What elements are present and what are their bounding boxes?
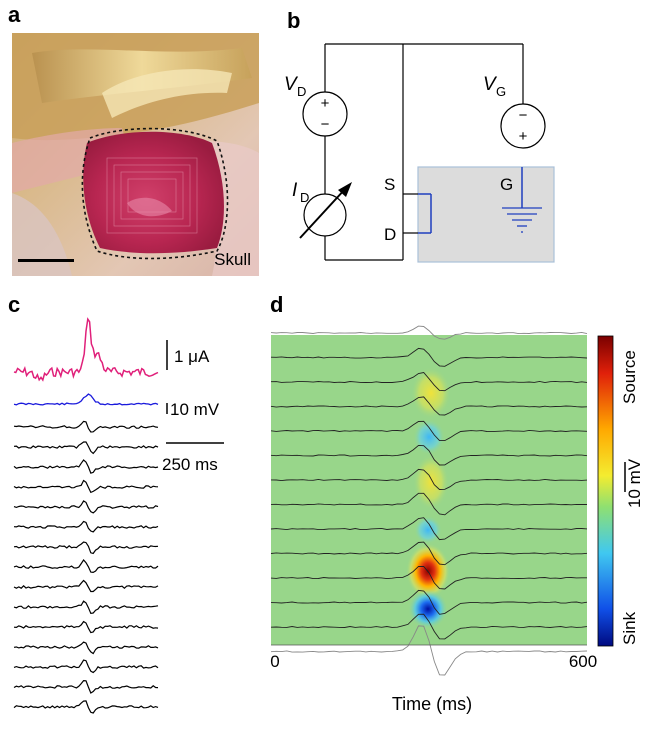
- vg-subscript: G: [496, 84, 506, 99]
- variable-arrow: [299, 187, 347, 239]
- channel-trace: [13, 559, 159, 574]
- device-box: [417, 166, 555, 263]
- heatmap-trace: [270, 565, 587, 590]
- channel-trace: [13, 500, 159, 514]
- heatmap: 0 600 Time (ms) Source Sink 10 mV: [270, 325, 644, 714]
- implant-photo: Skull: [12, 33, 259, 276]
- panel-label-d: d: [270, 292, 284, 317]
- heatmap-trace: [270, 347, 588, 367]
- channel-trace: [13, 420, 159, 433]
- skull-label: Skull: [214, 250, 251, 269]
- time-scale-label: 250 ms: [162, 455, 218, 474]
- sink-region-middle: [414, 516, 442, 544]
- channel-trace: [13, 620, 159, 634]
- heatmap-trace: [270, 589, 588, 615]
- x-tick-start: 0: [270, 652, 279, 671]
- vg-minus: −: [519, 107, 528, 124]
- colorbar-scale-label: 10 mV: [625, 458, 644, 508]
- vg-label: V: [483, 74, 498, 95]
- channel-trace: [13, 659, 159, 674]
- implant-outline: [81, 127, 229, 260]
- circuit-diagram: + − V D − + V G I D S D G: [284, 43, 555, 263]
- heatmap-trace: [270, 517, 588, 541]
- vd-plus: +: [321, 95, 330, 112]
- heatmap-trace: [270, 468, 588, 490]
- voltage-trace: [13, 393, 159, 406]
- voltage-scale-label: 10 mV: [170, 400, 220, 419]
- colorbar: [597, 335, 614, 647]
- channel-trace: [13, 700, 159, 714]
- colorbar-sink-label: Sink: [620, 611, 639, 645]
- heatmap-traces: [270, 325, 588, 676]
- id-subscript: D: [300, 190, 309, 205]
- photo-drawing: [12, 33, 259, 276]
- x-axis-label: Time (ms): [392, 694, 472, 714]
- source-terminal-label: S: [384, 175, 395, 194]
- heatmap-trace: [270, 541, 588, 566]
- panel-label-c: c: [8, 292, 21, 317]
- current-trace: [13, 317, 159, 382]
- channel-trace: [13, 479, 159, 494]
- heatmap-trace: [270, 444, 588, 466]
- heatmap-trace: [270, 613, 588, 640]
- panel-label-b: b: [287, 8, 301, 33]
- vd-minus: −: [321, 116, 330, 133]
- drain-terminal-label: D: [384, 225, 396, 244]
- ground-icon: [502, 207, 542, 233]
- panel-label-a: a: [8, 2, 21, 27]
- photo-scale-bar: [18, 259, 74, 262]
- heatmap-trace: [270, 325, 588, 340]
- channel-traces: [13, 420, 159, 714]
- current-scale-label: 1 μA: [174, 347, 210, 366]
- sink-region-main: [408, 589, 448, 629]
- vd-source-symbol: [302, 91, 348, 137]
- source-region-upper: [411, 367, 451, 419]
- trace-panel: 1 μA 10 mV 250 ms: [13, 317, 224, 714]
- heatmap-trace: [270, 372, 588, 392]
- heatmap-trace: [270, 396, 588, 416]
- x-tick-end: 600: [569, 652, 597, 671]
- channel-trace: [13, 641, 159, 655]
- channel-trace: [13, 579, 159, 593]
- channel-trace: [13, 441, 159, 455]
- channel-trace: [13, 520, 159, 533]
- heatmap-trace: [270, 492, 587, 516]
- vd-label: V: [284, 74, 299, 95]
- colorbar-source-label: Source: [620, 350, 639, 404]
- heatmap-trace: [270, 625, 588, 676]
- vg-plus: +: [519, 128, 528, 145]
- channel-trace: [13, 541, 159, 555]
- source-region-middle: [413, 454, 449, 510]
- channel-trace: [13, 679, 159, 694]
- id-label: I: [292, 180, 298, 201]
- gate-terminal-label: G: [500, 175, 513, 194]
- vd-subscript: D: [297, 84, 306, 99]
- channel-trace: [13, 600, 159, 614]
- arrow-head-icon: [338, 182, 352, 197]
- id-meter-symbol: [303, 193, 347, 237]
- heatmap-trace: [270, 420, 588, 442]
- vg-source-symbol: [500, 103, 546, 149]
- transistor-symbol: [418, 167, 523, 234]
- sink-region-upper: [413, 419, 445, 455]
- channel-trace: [13, 459, 159, 474]
